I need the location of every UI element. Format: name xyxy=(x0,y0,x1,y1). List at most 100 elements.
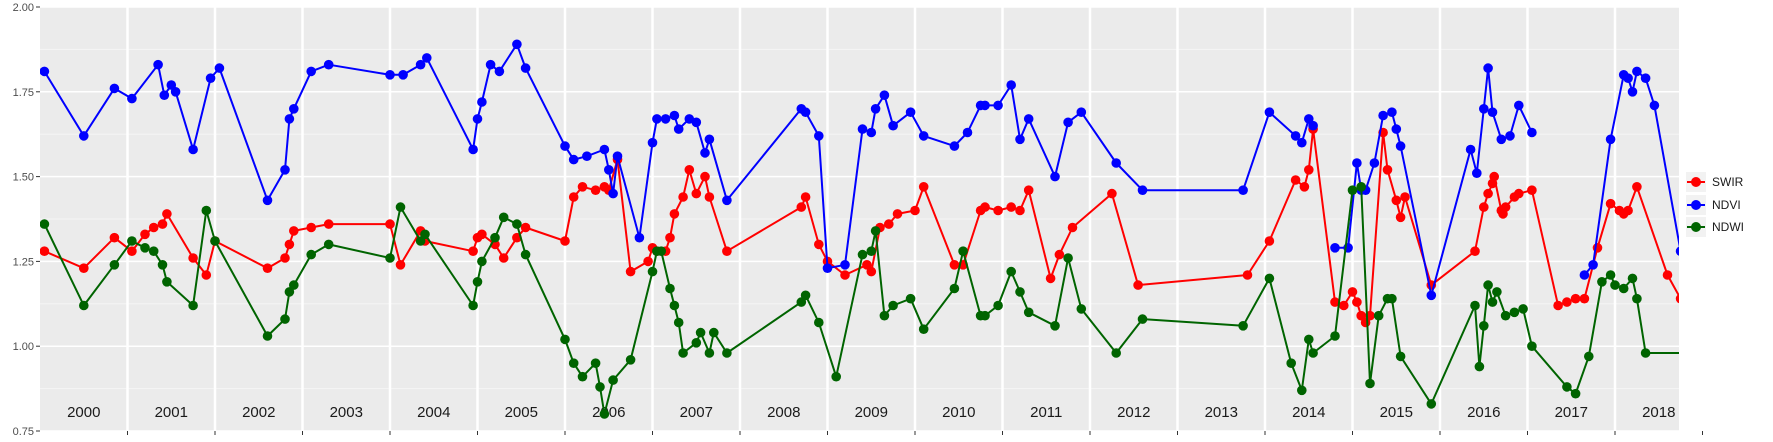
data-point-ndwi xyxy=(958,246,968,256)
data-point-ndwi xyxy=(1297,385,1307,396)
data-point-ndwi xyxy=(1373,310,1384,321)
data-point-swir xyxy=(1579,293,1590,304)
legend-key-swir xyxy=(1691,177,1701,187)
y-tick-label: 2.00 xyxy=(13,2,34,14)
data-point-swir xyxy=(1527,185,1537,195)
series-ndwi xyxy=(40,182,1773,419)
data-point-ndvi xyxy=(918,131,929,141)
data-point-ndvi xyxy=(280,165,290,175)
data-point-ndvi xyxy=(1627,87,1638,97)
data-point-ndvi xyxy=(1426,290,1437,301)
data-point-ndvi xyxy=(980,100,990,111)
data-point-swir xyxy=(1483,188,1493,199)
data-point-swir xyxy=(1290,175,1301,185)
data-point-ndvi xyxy=(1623,73,1633,83)
data-point-ndvi xyxy=(1006,80,1016,90)
year-label-2014: 2014 xyxy=(1292,404,1325,421)
data-point-ndvi xyxy=(608,188,618,199)
data-point-ndvi xyxy=(1387,107,1397,117)
data-point-swir xyxy=(289,226,299,236)
data-point-ndwi xyxy=(1584,351,1594,362)
data-point-ndwi xyxy=(1763,314,1773,324)
data-point-ndvi xyxy=(993,100,1003,111)
data-point-ndvi xyxy=(1724,151,1734,161)
data-point-ndvi xyxy=(1111,158,1121,168)
data-point-ndvi xyxy=(512,39,522,50)
data-point-ndvi xyxy=(289,104,299,114)
data-point-swir xyxy=(1605,198,1616,209)
data-point-swir xyxy=(862,260,872,270)
data-point-ndvi xyxy=(1472,168,1482,178)
data-point-ndvi xyxy=(560,141,570,151)
data-point-ndwi xyxy=(306,249,317,260)
data-point-ndwi xyxy=(109,260,120,270)
y-tick-label: 1.00 xyxy=(13,341,34,353)
y-tick-label: 1.75 xyxy=(13,87,34,99)
data-point-ndwi xyxy=(1627,273,1638,284)
data-point-ndvi xyxy=(1076,107,1087,117)
data-point-ndwi xyxy=(560,334,570,345)
y-tick-label: 1.25 xyxy=(13,256,34,268)
data-point-swir xyxy=(1675,294,1679,304)
data-point-ndwi xyxy=(1640,348,1651,358)
data-point-swir xyxy=(625,266,636,277)
data-point-ndvi xyxy=(700,148,710,158)
data-point-ndwi xyxy=(709,327,719,338)
data-point-swir xyxy=(643,256,653,267)
data-point-ndvi xyxy=(1505,131,1515,141)
data-point-swir xyxy=(1553,300,1563,311)
data-point-ndwi xyxy=(918,324,929,335)
year-label-2001: 2001 xyxy=(155,404,188,421)
data-point-swir xyxy=(918,182,929,192)
data-point-ndwi xyxy=(472,277,483,287)
data-point-swir xyxy=(520,222,531,233)
data-point-ndwi xyxy=(468,300,478,311)
data-point-ndvi xyxy=(520,63,531,73)
data-point-ndvi xyxy=(1238,185,1248,195)
year-label-2005: 2005 xyxy=(505,404,538,421)
data-point-ndvi xyxy=(1640,73,1651,83)
data-point-ndwi xyxy=(1618,283,1629,294)
data-point-ndwi xyxy=(262,331,273,341)
series-layer xyxy=(40,39,1773,423)
data-point-ndvi xyxy=(660,114,671,124)
data-point-ndvi xyxy=(722,195,732,206)
data-point-ndvi xyxy=(1297,137,1307,148)
data-point-ndvi xyxy=(1391,124,1402,134)
data-point-ndvi xyxy=(1308,120,1318,131)
data-point-ndwi xyxy=(870,226,881,236)
data-point-swir xyxy=(385,219,395,229)
data-point-ndvi xyxy=(415,59,426,70)
data-point-ndwi xyxy=(477,256,487,267)
data-point-ndvi xyxy=(1605,134,1616,145)
data-point-ndvi xyxy=(652,114,662,124)
data-point-ndwi xyxy=(590,358,601,369)
data-point-ndwi xyxy=(127,236,137,246)
data-point-ndwi xyxy=(1470,300,1480,311)
data-point-swir xyxy=(1500,202,1511,212)
data-point-swir xyxy=(1698,280,1708,290)
data-point-swir xyxy=(800,192,811,202)
data-point-ndwi xyxy=(656,246,666,256)
data-point-ndvi xyxy=(866,127,877,138)
data-point-ndwi xyxy=(1487,297,1498,307)
data-point-ndwi xyxy=(157,260,168,270)
data-point-ndvi xyxy=(1649,100,1660,111)
year-divider-lines xyxy=(126,7,1617,431)
data-point-ndvi xyxy=(1330,243,1340,253)
data-point-ndvi xyxy=(1264,107,1275,117)
data-point-ndvi xyxy=(40,66,50,77)
data-point-ndwi xyxy=(1111,348,1121,358)
data-point-swir xyxy=(1662,270,1673,280)
data-point-ndwi xyxy=(1356,182,1366,192)
data-point-ndwi xyxy=(647,266,658,277)
data-point-swir xyxy=(1107,188,1117,199)
data-point-ndwi xyxy=(695,327,706,338)
data-point-ndwi xyxy=(1006,266,1016,277)
data-point-ndwi xyxy=(1518,304,1528,314)
data-point-swir xyxy=(560,236,570,246)
data-point-ndwi xyxy=(866,246,877,256)
data-point-swir xyxy=(1299,182,1310,192)
data-point-ndvi xyxy=(1693,413,1703,423)
